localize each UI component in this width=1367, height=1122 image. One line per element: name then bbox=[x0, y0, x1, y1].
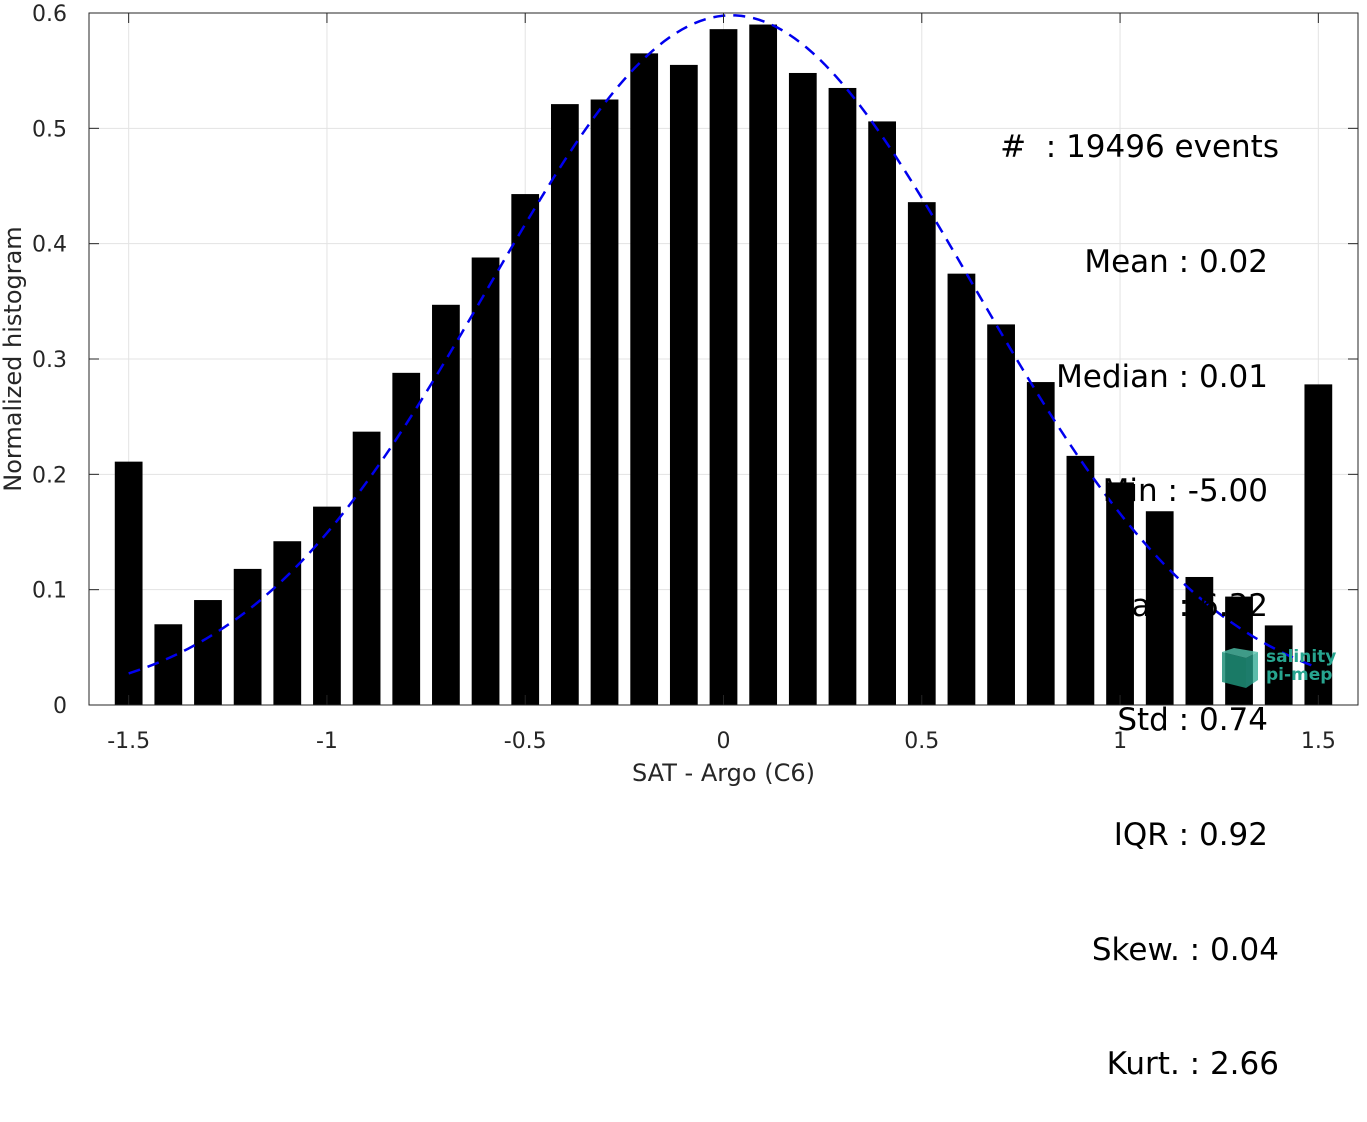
x-tick-label: 1 bbox=[1113, 729, 1127, 754]
histogram-bar bbox=[907, 202, 936, 705]
stat-median: Median : 0.01 bbox=[1056, 358, 1268, 395]
histogram-bar bbox=[1106, 482, 1134, 705]
logo-line2: pi-mep bbox=[1266, 665, 1333, 685]
x-tick-label: 1.5 bbox=[1301, 729, 1336, 754]
stat-iqr: IQR : 0.92 bbox=[1113, 817, 1268, 854]
histogram-bar bbox=[154, 624, 183, 705]
y-tick-labels: 0 0.1 0.2 0.3 0.4 0.5 0.6 bbox=[32, 2, 67, 719]
histogram-bar bbox=[392, 372, 421, 705]
stat-std: Std : 0.74 bbox=[1117, 702, 1268, 739]
histogram-bar bbox=[194, 600, 222, 705]
histogram-bar bbox=[669, 64, 698, 705]
stat-skew: Skew. : 0.04 bbox=[1091, 931, 1279, 968]
histogram-bar bbox=[630, 53, 659, 706]
logo-cube-icon bbox=[1222, 648, 1258, 688]
stat-events: # : 19496 events bbox=[1000, 129, 1279, 166]
histogram-bar bbox=[709, 29, 738, 705]
histogram-bar bbox=[313, 506, 341, 705]
histogram-bar bbox=[749, 24, 778, 706]
y-tick-label: 0.3 bbox=[32, 348, 67, 373]
histogram-bar bbox=[868, 121, 897, 705]
x-tick-label: -1 bbox=[316, 729, 338, 754]
histogram-bar bbox=[1026, 382, 1055, 705]
histogram-bar bbox=[432, 304, 460, 705]
y-tick-label: 0.6 bbox=[32, 2, 67, 27]
y-tick-label: 0.4 bbox=[32, 233, 67, 258]
y-tick-label: 0.2 bbox=[32, 463, 67, 488]
histogram-bar bbox=[1066, 455, 1095, 705]
axis-ticks bbox=[89, 12, 1358, 706]
histogram-bar bbox=[352, 431, 381, 705]
y-axis-label: Normalized histogram bbox=[0, 226, 27, 491]
histogram-bar bbox=[1264, 625, 1293, 705]
histogram-bar bbox=[947, 273, 976, 705]
histogram-bar bbox=[788, 72, 817, 706]
histogram-bar bbox=[511, 194, 540, 705]
salinity-pimep-logo: salinity pi-mep bbox=[1216, 648, 1356, 696]
y-tick-label: 0.1 bbox=[32, 579, 67, 604]
x-tick-labels: -1.5 -1 -0.5 0 0.5 1 1.5 bbox=[107, 729, 1336, 754]
histogram-bar bbox=[233, 568, 262, 705]
stat-max: Max : 6.32 bbox=[1104, 587, 1268, 624]
histogram-bar bbox=[273, 541, 302, 705]
statistics-panel: # : 19496 events Mean : 0.02 Median : 0.… bbox=[1000, 52, 1279, 1122]
logo-line1: salinity bbox=[1266, 647, 1337, 667]
histogram-bar bbox=[1145, 511, 1174, 705]
histogram-bar bbox=[987, 324, 1015, 705]
y-tick-label: 0 bbox=[53, 694, 67, 719]
stat-min: Min : -5.00 bbox=[1102, 473, 1268, 510]
histogram-chart: -1.5 -1 -0.5 0 0.5 1 1.5 0 0.1 0.2 0.3 0.4 0.5 0.6 S… bbox=[0, 2, 1359, 787]
x-tick-label: 0.5 bbox=[904, 729, 939, 754]
histogram-bar bbox=[114, 461, 143, 705]
stat-mean: Mean : 0.02 bbox=[1084, 244, 1268, 281]
histogram-bars bbox=[114, 24, 1333, 706]
logo-text: salinity pi-mep bbox=[1266, 648, 1336, 684]
y-tick-label: 0.5 bbox=[32, 117, 67, 142]
x-tick-label: -1.5 bbox=[107, 729, 150, 754]
x-axis-label: SAT - Argo (C6) bbox=[632, 759, 815, 787]
stat-kurt: Kurt. : 2.66 bbox=[1106, 1046, 1279, 1083]
histogram-bar bbox=[550, 104, 579, 705]
histogram-bar bbox=[590, 99, 619, 705]
x-tick-label: -0.5 bbox=[504, 729, 547, 754]
x-tick-label: 0 bbox=[717, 729, 731, 754]
histogram-bar bbox=[828, 87, 857, 705]
histogram-bar bbox=[1304, 384, 1333, 705]
histogram-bar bbox=[471, 257, 500, 705]
